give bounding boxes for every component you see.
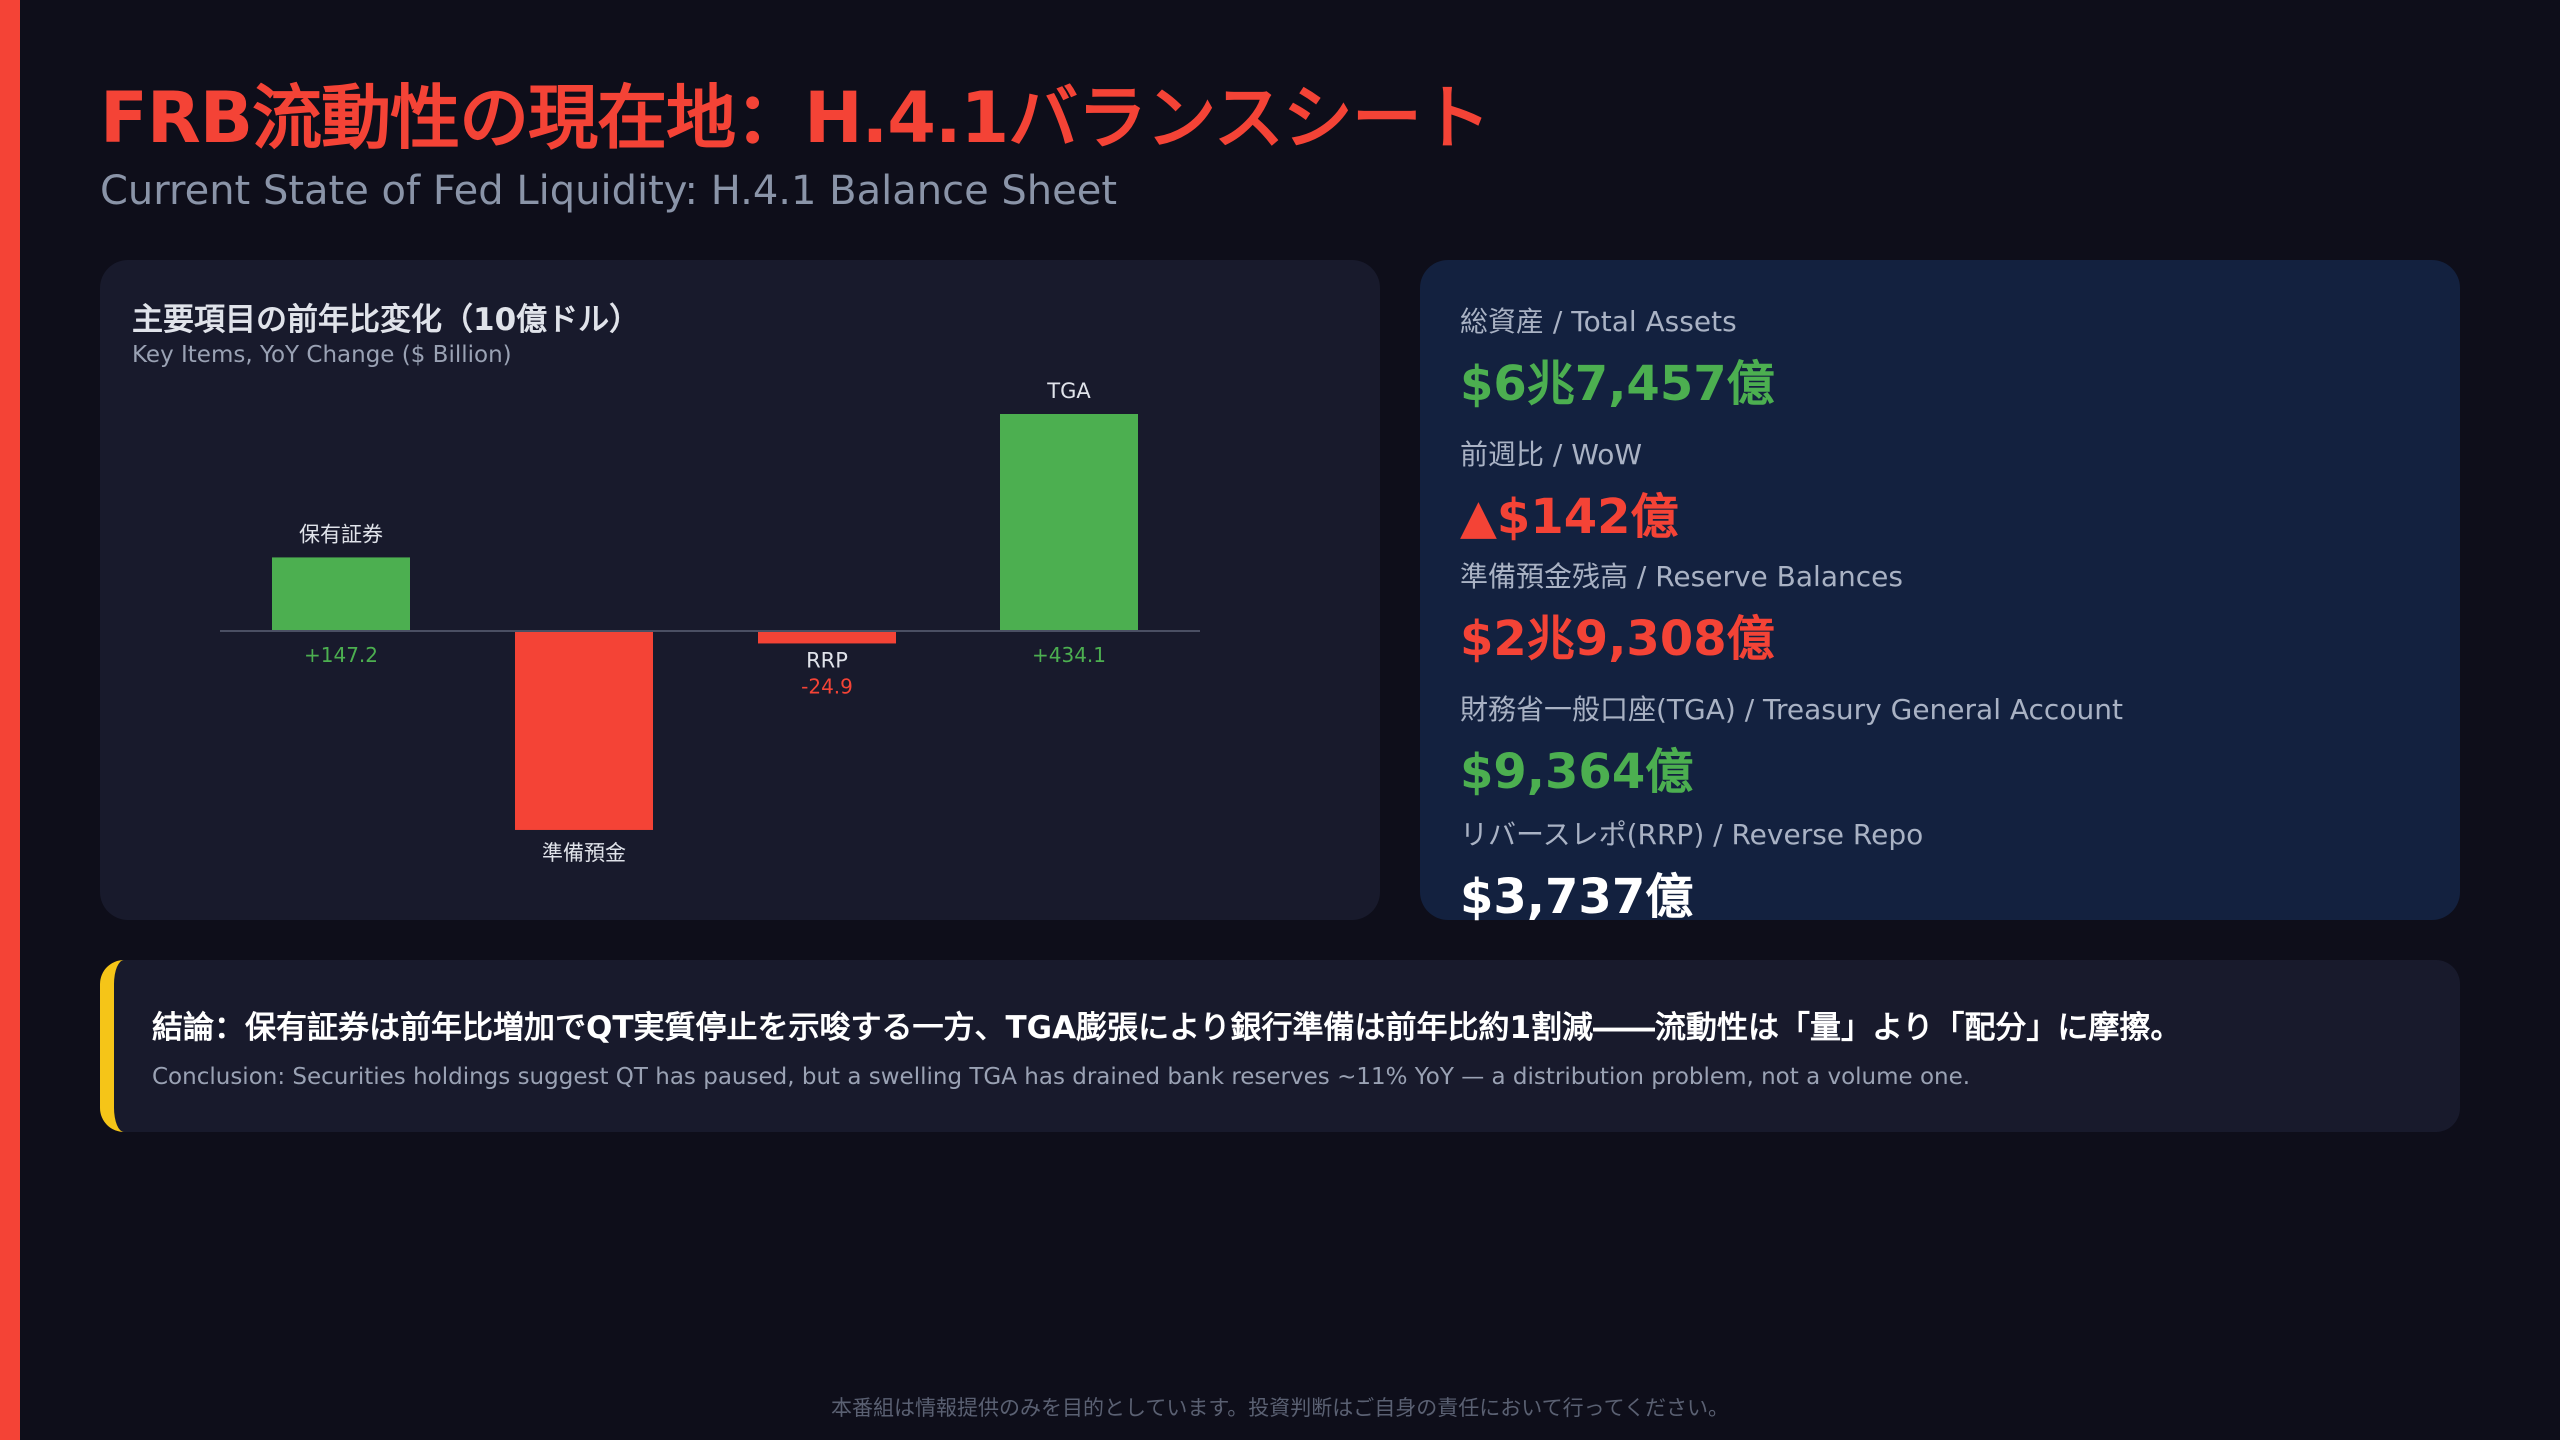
page-title: FRB流動性の現在地：H.4.1バランスシート [100, 77, 1491, 159]
stat-label: 前週比 / WoW [1460, 438, 1643, 471]
category-label-1: 準備預金 [542, 841, 626, 865]
conclusion-box: 結論：保有証券は前年比増加でQT実質停止を示唆する一方、TGA膨張により銀行準備… [100, 960, 2460, 1132]
stat-item: 準備預金残高 / Reserve Balances $2兆9,308億 [1460, 555, 1903, 669]
bar-3 [1000, 414, 1138, 631]
stat-value: $9,364億 [1460, 744, 1694, 800]
stat-value: $3,737億 [1460, 869, 1694, 925]
stat-label: 準備預金残高 / Reserve Balances [1460, 560, 1903, 593]
stat-label: 財務省一般口座(TGA) / Treasury General Account [1460, 693, 2123, 726]
bar-2 [758, 631, 896, 644]
chart-card: 主要項目の前年比変化（10億ドル） Key Items, YoY Change … [100, 260, 1380, 920]
chart-subtitle: Key Items, YoY Change ($ Billion) [132, 342, 512, 368]
bar-0 [272, 557, 410, 631]
stat-item: 総資産 / Total Assets $6兆7,457億 [1460, 300, 1775, 414]
category-label-3: TGA [1046, 379, 1091, 403]
value-label-2: -24.9 [801, 674, 853, 698]
stat-value: ▲$142億 [1460, 489, 1679, 545]
stat-item: 前週比 / WoW ▲$142億 [1460, 433, 1679, 547]
conclusion-main: 結論：保有証券は前年比増加でQT実質停止を示唆する一方、TGA膨張により銀行準備… [152, 1010, 2182, 1046]
category-label-0: 保有証券 [299, 522, 383, 546]
value-label-3: +434.1 [1032, 643, 1106, 667]
disclaimer: 本番組は情報提供のみを目的としています。投資判断はご自身の責任において行ってくだ… [831, 1396, 1729, 1420]
page-subtitle: Current State of Fed Liquidity: H.4.1 Ba… [100, 168, 1118, 214]
stat-item: 財務省一般口座(TGA) / Treasury General Account $… [1460, 688, 2123, 802]
value-label-0: +147.2 [304, 643, 378, 667]
bar-1 [515, 631, 653, 830]
stat-value: $6兆7,457億 [1460, 356, 1775, 412]
conclusion-sub: Conclusion: Securities holdings suggest … [152, 1064, 1971, 1090]
stat-label: 総資産 / Total Assets [1460, 305, 1737, 338]
stat-label: リバースレポ(RRP) / Reverse Repo [1460, 818, 1924, 851]
yoy-bar-chart: 保有証券 +147.2 準備預金 RRP-24.9 TGA +434.1 [220, 379, 1200, 865]
stat-value: $2兆9,308億 [1460, 611, 1775, 667]
stats-card: 総資産 / Total Assets $6兆7,457億前週比 / WoW ▲$14… [1420, 260, 2460, 925]
chart-title: 主要項目の前年比変化（10億ドル） [132, 302, 641, 338]
stat-item: リバースレポ(RRP) / Reverse Repo $3,737億 [1460, 813, 1923, 927]
category-label-2: RRP [806, 648, 848, 672]
accent-bar [0, 0, 20, 1440]
